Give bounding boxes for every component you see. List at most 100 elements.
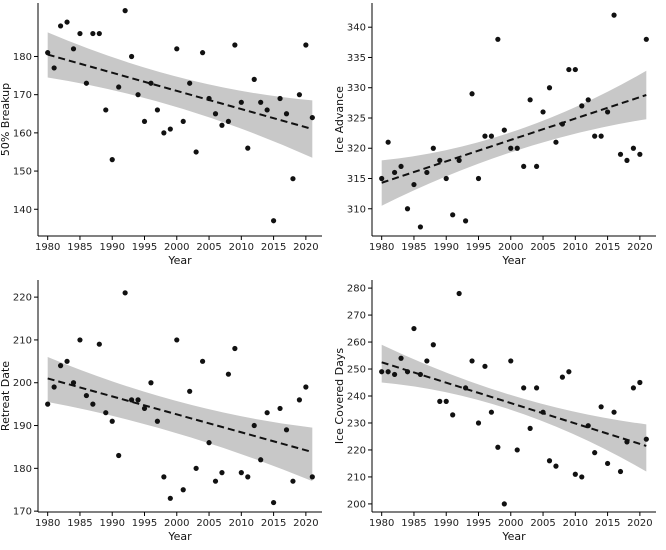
data-point (296, 92, 303, 98)
y-tick-label: 170 (13, 507, 32, 518)
data-point (617, 468, 624, 475)
data-point (103, 410, 109, 416)
x-tick-label: 2000 (498, 518, 523, 529)
data-point (309, 474, 315, 480)
trend-line (47, 53, 313, 131)
y-tick-label: 180 (13, 464, 32, 475)
data-point (482, 133, 488, 139)
y-tick-label: 280 (347, 284, 366, 295)
data-point (559, 374, 566, 380)
y-tick-label: 315 (347, 174, 366, 185)
data-point (219, 122, 225, 128)
data-point (411, 325, 417, 332)
data-point (546, 458, 553, 464)
data-point (533, 163, 540, 170)
data-point (430, 342, 436, 348)
y-axis-title: Ice Covered Days (333, 348, 346, 444)
data-point (521, 163, 527, 170)
data-point (232, 42, 238, 48)
data-point (637, 379, 643, 386)
data-point (508, 145, 514, 151)
data-point (514, 447, 520, 453)
data-point (553, 463, 559, 469)
data-point (57, 363, 64, 369)
data-point (572, 471, 578, 477)
data-point (116, 84, 122, 90)
x-tick-label: 2015 (595, 242, 620, 253)
x-tick-label: 2010 (229, 518, 254, 529)
data-point (206, 440, 212, 446)
x-tick-label: 1995 (132, 242, 157, 253)
y-tick-label: 170 (13, 90, 32, 101)
y-tick-label: 230 (347, 418, 366, 429)
data-point (585, 97, 591, 103)
data-point (385, 369, 391, 375)
x-tick-label: 2000 (498, 242, 523, 253)
data-point (643, 36, 649, 42)
data-point (128, 53, 135, 60)
data-point (45, 50, 51, 56)
data-point (303, 384, 309, 390)
x-tick-label: 1990 (100, 518, 125, 529)
data-point (70, 380, 77, 386)
data-point (456, 157, 462, 163)
panel-50-breakup: 1980 1985 1990 1995 2000 2005 2010 2015 2020 140 1… (0, 3, 322, 267)
data-point (501, 127, 507, 133)
data-point (264, 107, 270, 113)
y-axis-title: Ice Advance (333, 86, 346, 153)
data-point (630, 385, 637, 391)
data-point (540, 409, 546, 415)
data-point (212, 111, 219, 117)
data-point (193, 465, 199, 471)
y-tick-label: 200 (13, 378, 32, 389)
x-tick-label: 1985 (67, 242, 92, 253)
confidence-band (381, 344, 647, 472)
data-point (604, 109, 611, 115)
data-point (391, 371, 398, 378)
data-point (624, 157, 630, 163)
data-point (122, 290, 128, 296)
y-tick-label: 340 (347, 23, 366, 34)
x-tick-label: 1985 (67, 518, 92, 529)
data-point (437, 157, 443, 163)
data-point (283, 427, 290, 433)
data-point (264, 410, 270, 416)
data-point (238, 470, 244, 476)
data-point (258, 99, 264, 105)
data-point (225, 118, 232, 125)
data-point (443, 175, 449, 182)
data-point (90, 30, 96, 37)
data-point (270, 218, 277, 224)
data-point (424, 169, 430, 176)
data-point (161, 474, 167, 480)
y-tick-label: 320 (347, 144, 366, 155)
y-tick-label: 310 (347, 204, 366, 215)
data-point (290, 176, 296, 182)
y-axis-title: 50% Breakup (0, 83, 12, 156)
data-point (527, 425, 533, 431)
data-point (96, 341, 102, 347)
data-point (174, 46, 180, 52)
data-point (219, 470, 225, 476)
data-point (450, 412, 456, 418)
data-point (598, 404, 604, 410)
data-point (546, 85, 553, 91)
data-point (527, 97, 533, 103)
data-point (238, 99, 244, 105)
y-tick-label: 240 (347, 392, 366, 403)
data-point (109, 418, 115, 424)
y-tick-label: 210 (13, 335, 32, 346)
x-tick-label: 1980 (369, 242, 394, 253)
x-tick-label: 2010 (563, 242, 588, 253)
y-tick-label: 220 (347, 445, 366, 456)
data-point (245, 474, 251, 480)
data-point (559, 121, 566, 127)
y-tick-label: 220 (13, 293, 32, 304)
x-tick-label: 1990 (100, 242, 125, 253)
x-tick-label: 1980 (35, 518, 60, 529)
x-tick-label: 2020 (627, 518, 652, 529)
x-tick-label: 2015 (261, 518, 286, 529)
data-point (277, 95, 283, 102)
data-point (391, 169, 398, 176)
trend-line (381, 94, 647, 184)
